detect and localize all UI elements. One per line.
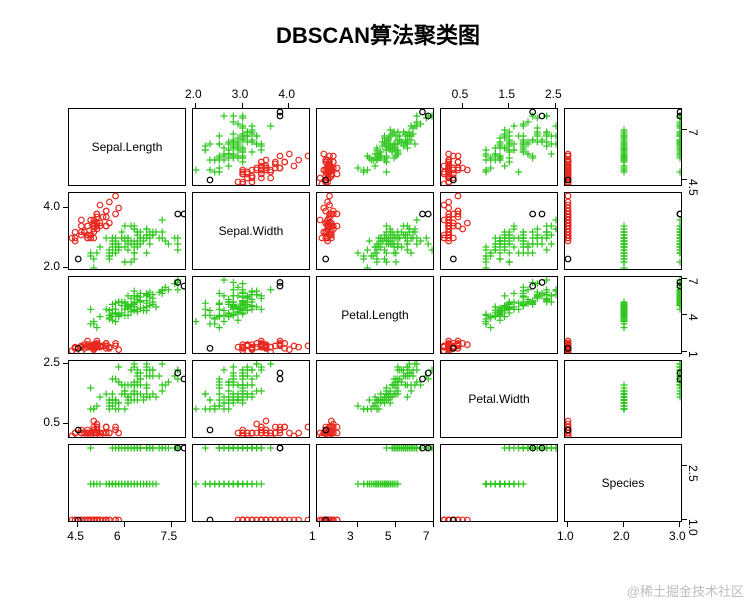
tick	[77, 522, 78, 527]
axis-label: 0.5	[43, 415, 60, 429]
scatter-panel-1-2	[316, 192, 434, 270]
diag-label: Petal.Length	[341, 308, 408, 322]
axis-label: 1	[686, 351, 700, 358]
scatter-panel-2-3	[440, 276, 558, 354]
tick	[242, 103, 243, 108]
axis-label: 5	[385, 529, 392, 543]
diag-panel-sepal.width: Sepal.Width	[192, 192, 310, 270]
axis-label: 4.0	[278, 87, 295, 101]
scatter-panel-0-4	[564, 108, 682, 186]
axis-label: 2.5	[686, 465, 700, 482]
scatter-panel-1-4	[564, 192, 682, 270]
axis-label: 2.5	[43, 355, 60, 369]
tick	[195, 103, 196, 108]
scatter-panel-2-4	[564, 276, 682, 354]
tick	[63, 363, 68, 364]
diag-panel-petal.width: Petal.Width	[440, 360, 558, 438]
diag-panel-species: Species	[564, 444, 682, 522]
scatter-panel-1-3	[440, 192, 558, 270]
axis-label: 3	[347, 529, 354, 543]
diag-label: Species	[602, 476, 645, 490]
diag-panel-petal.length: Petal.Length	[316, 276, 434, 354]
tick	[395, 522, 396, 527]
scatter-panel-2-0	[68, 276, 186, 354]
scatter-panel-3-0	[68, 360, 186, 438]
tick	[623, 522, 624, 527]
axis-label: 2.0	[613, 529, 630, 543]
axis-label: 7	[423, 529, 430, 543]
scatter-panel-0-1	[192, 108, 310, 186]
scatter-panel-3-1	[192, 360, 310, 438]
chart-title: DBSCAN算法聚类图	[0, 18, 756, 50]
tick	[433, 522, 434, 527]
diag-label: Sepal.Length	[92, 140, 163, 154]
axis-label: 4	[686, 314, 700, 321]
scatter-panel-4-0	[68, 444, 186, 522]
tick	[679, 522, 680, 527]
axis-label: 2.5	[545, 87, 562, 101]
axis-label: 7	[686, 129, 700, 136]
axis-label: 1	[309, 529, 316, 543]
axis-label: 1.5	[498, 87, 515, 101]
tick	[171, 522, 172, 527]
tick	[63, 423, 68, 424]
axis-label: 0.5	[452, 87, 469, 101]
tick	[288, 103, 289, 108]
tick	[462, 103, 463, 108]
pairs-grid: Sepal.Length Sepal.Width Petal.Length Petal…	[68, 108, 682, 522]
scatter-panel-4-2	[316, 444, 434, 522]
axis-label: 1.0	[686, 519, 700, 536]
scatter-panel-1-0	[68, 192, 186, 270]
axis-label: 6	[114, 529, 121, 543]
scatter-panel-3-2	[316, 360, 434, 438]
diag-panel-sepal.length: Sepal.Length	[68, 108, 186, 186]
axis-label: 2.0	[43, 259, 60, 273]
scatter-panel-4-3	[440, 444, 558, 522]
axis-label: 1.0	[557, 529, 574, 543]
tick	[319, 522, 320, 527]
scatter-panel-0-2	[316, 108, 434, 186]
tick	[555, 103, 556, 108]
axis-label: 4.5	[686, 179, 700, 196]
scatter-panel-3-4	[564, 360, 682, 438]
axis-label: 3.0	[669, 529, 686, 543]
axis-label: 4.5	[67, 529, 84, 543]
tick	[124, 522, 125, 527]
scatter-panel-0-3	[440, 108, 558, 186]
axis-label: 2.0	[185, 87, 202, 101]
axis-label: 7.5	[161, 529, 178, 543]
axis-label: 4.0	[43, 199, 60, 213]
tick	[63, 207, 68, 208]
tick	[357, 522, 358, 527]
diag-label: Petal.Width	[468, 392, 529, 406]
diag-label: Sepal.Width	[219, 224, 284, 238]
tick	[567, 522, 568, 527]
scatter-panel-2-1	[192, 276, 310, 354]
axis-label: 3.0	[232, 87, 249, 101]
scatter-panel-4-1	[192, 444, 310, 522]
tick	[63, 267, 68, 268]
axis-label: 7	[686, 278, 700, 285]
watermark: @稀土掘金技术社区	[627, 581, 744, 600]
tick	[508, 103, 509, 108]
